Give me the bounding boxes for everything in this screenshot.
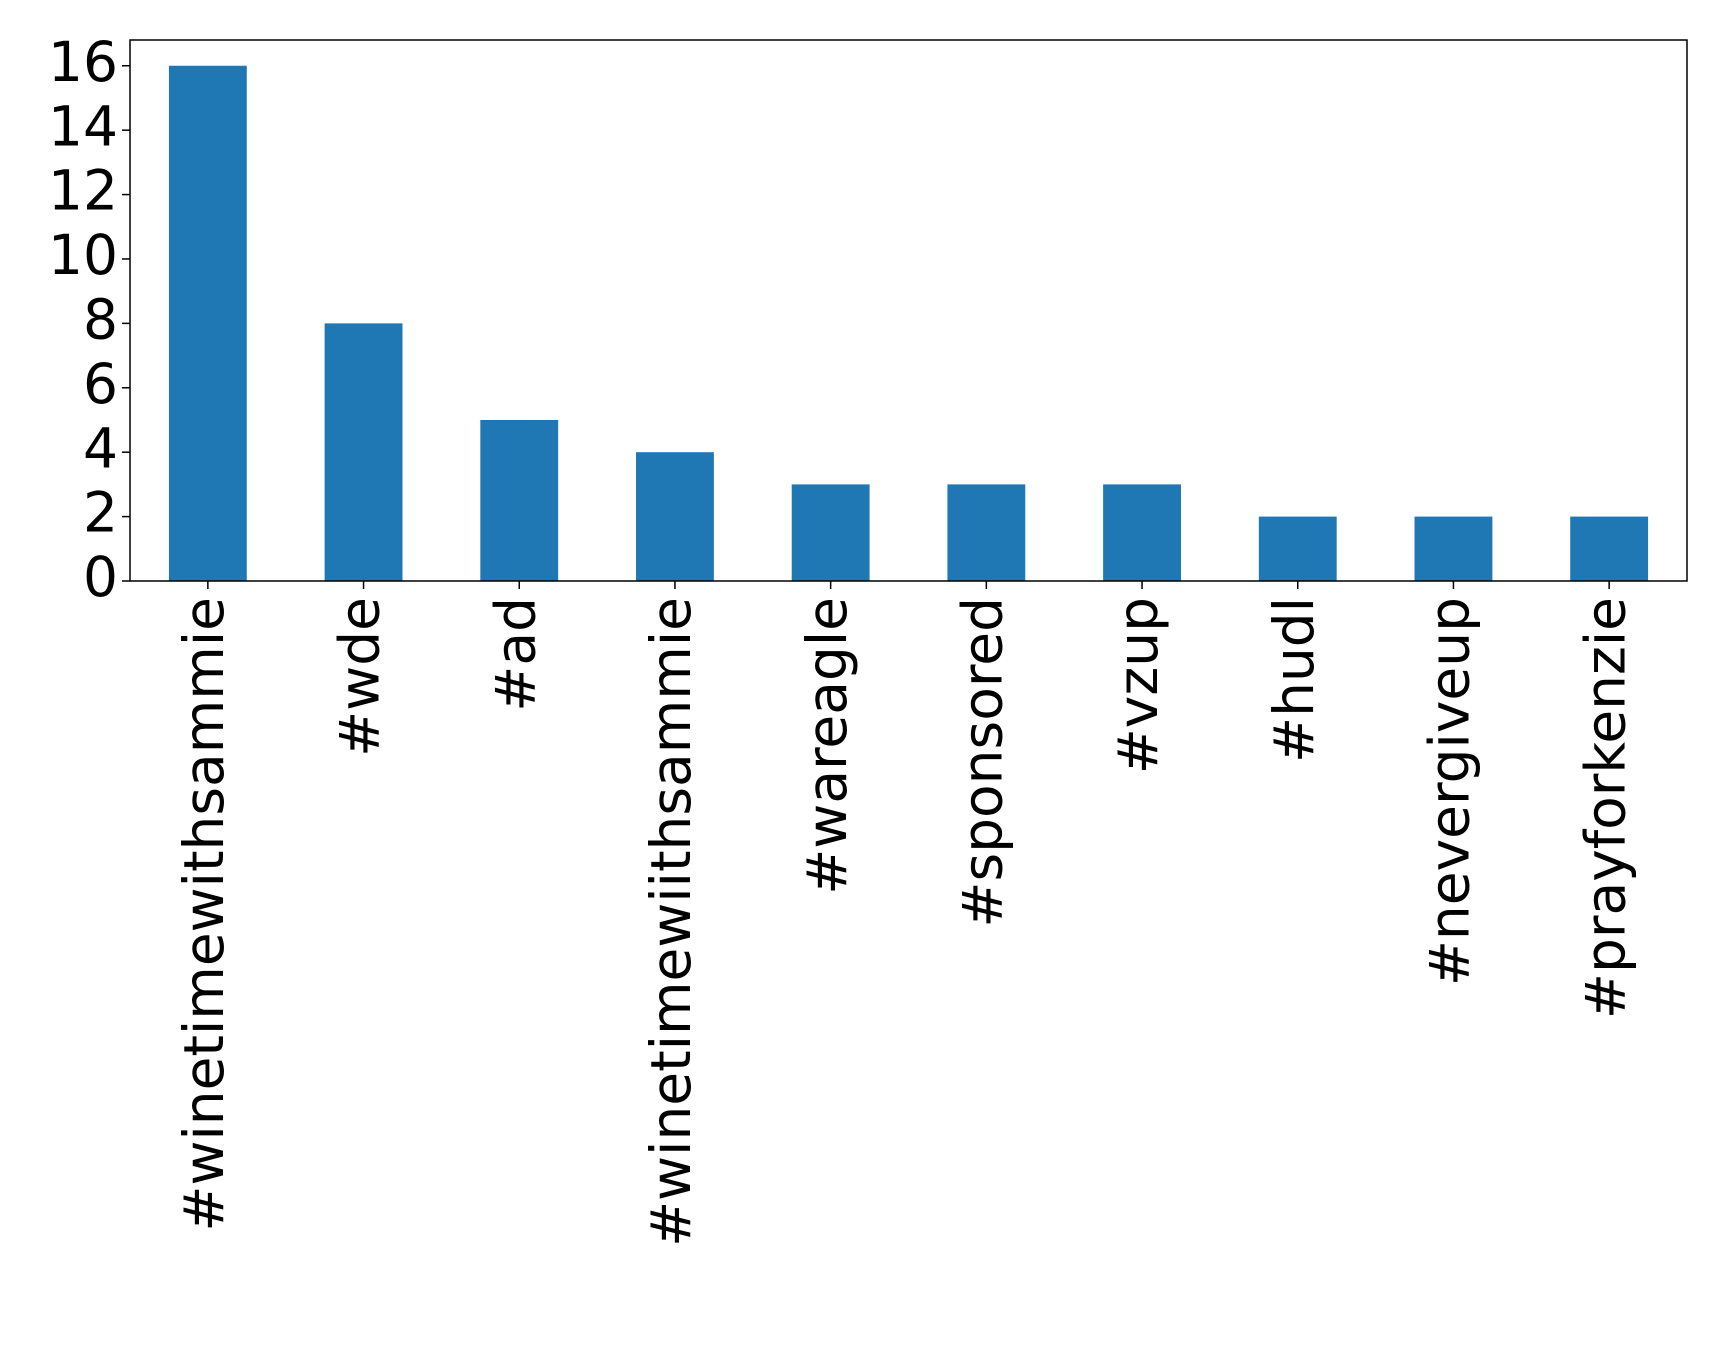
bar: [791, 484, 870, 581]
x-tick-label: #nevergiveup: [1418, 597, 1482, 986]
bar: [947, 484, 1026, 581]
x-tick-label: #ad: [483, 597, 547, 712]
bar: [1258, 516, 1337, 581]
bar: [636, 452, 714, 581]
y-tick-label: 12: [48, 159, 118, 223]
plot-frame: [129, 39, 1688, 582]
bar: [1103, 484, 1181, 581]
y-tick-label: 2: [83, 481, 118, 545]
bar: [1570, 516, 1649, 581]
x-tick-label: #hudl: [1262, 597, 1326, 763]
y-tick-label: 14: [48, 94, 118, 158]
bar: [1414, 516, 1493, 581]
x-tick-label: #winetimewithsammie: [172, 597, 236, 1232]
bar: [480, 419, 559, 581]
y-tick-label: 8: [83, 288, 118, 352]
x-tick-label: #prayforkenzie: [1573, 597, 1637, 1019]
bar: [168, 65, 247, 581]
x-tick-label: #wareagle: [795, 597, 859, 895]
y-tick-label: 16: [48, 30, 118, 94]
bar: [324, 323, 403, 581]
x-tick-label: #vzup: [1106, 597, 1170, 774]
y-tick-label: 4: [83, 416, 118, 480]
y-tick-label: 10: [48, 223, 118, 287]
y-tick-label: 0: [83, 545, 118, 609]
y-tick-label: 6: [83, 352, 118, 416]
x-tick-label: #sponsored: [950, 597, 1014, 928]
x-tick-label: #winetimewiithsammie: [639, 597, 703, 1247]
x-tick-label: #wde: [328, 597, 392, 757]
